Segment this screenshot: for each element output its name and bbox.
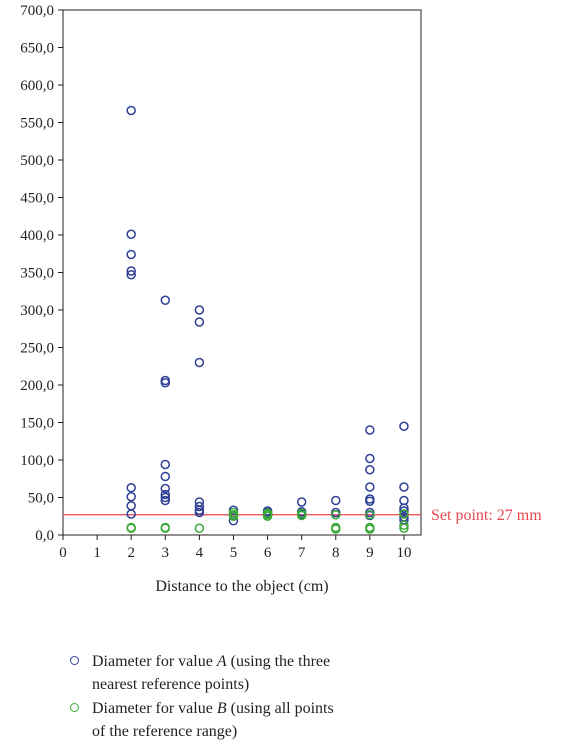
point-value-a: [126, 270, 136, 280]
x-tick-label: 9: [366, 545, 374, 561]
y-tick-label: 650,0: [20, 41, 54, 57]
point-value-a: [399, 482, 409, 492]
point-value-b: [331, 510, 341, 520]
point-value-a: [194, 305, 205, 315]
point-value-a: [331, 495, 341, 506]
point-value-a: [194, 501, 205, 512]
point-value-a: [296, 497, 307, 507]
point-value-a: [160, 483, 171, 494]
legend-label-b: Diameter for value B (using all points of…: [92, 700, 334, 740]
point-value-a: [399, 503, 409, 513]
point-value-a: [126, 483, 136, 493]
x-tick-label: 4: [196, 545, 204, 561]
x-tick-label: 3: [162, 545, 170, 561]
y-tick-label: 100,0: [20, 453, 54, 469]
y-tick-label: 300,0: [20, 303, 54, 319]
point-value-a: [399, 421, 409, 431]
x-tick-label: 6: [264, 545, 272, 561]
point-value-b: [262, 511, 273, 521]
point-value-a: [365, 482, 375, 492]
legend-item-b: Diameter for value B (using all points of…: [62, 697, 482, 743]
y-tick-label: 0,0: [35, 528, 54, 544]
point-value-a: [160, 378, 171, 388]
point-value-b: [399, 509, 409, 519]
point-value-a: [126, 229, 136, 239]
x-tick-label: 1: [93, 545, 101, 561]
x-tick-label: 7: [298, 545, 306, 561]
y-tick-label: 600,0: [20, 78, 54, 94]
point-value-b: [194, 523, 205, 533]
y-tick-label: 50,0: [28, 491, 54, 507]
legend-label-a: Diameter for value A (using the three nea…: [92, 653, 331, 693]
point-value-b: [228, 511, 239, 521]
point-value-a: [126, 266, 136, 276]
point-value-b: [331, 524, 341, 534]
point-value-a: [160, 295, 171, 305]
point-value-a: [160, 471, 171, 482]
set-point-label: Set point: 27 mm: [431, 507, 542, 524]
point-value-a: [160, 489, 171, 500]
point-value-b: [365, 524, 375, 534]
x-tick-label: 0: [59, 545, 67, 561]
y-tick-label: 700,0: [20, 3, 54, 19]
x-tick-label: 8: [332, 545, 340, 561]
point-value-a: [194, 357, 205, 368]
point-value-a: [160, 459, 171, 470]
point-value-b: [160, 523, 171, 533]
y-tick-label: 500,0: [20, 153, 54, 169]
legend-item-a: Diameter for value A (using the three nea…: [62, 650, 482, 696]
point-value-a: [126, 509, 136, 519]
point-value-a: [365, 465, 375, 475]
point-value-a: [126, 501, 136, 511]
point-value-a: [194, 507, 205, 518]
point-value-b: [399, 523, 409, 533]
point-value-b: [399, 520, 409, 530]
x-tick-label: 5: [230, 545, 238, 561]
y-tick-label: 150,0: [20, 416, 54, 432]
y-tick-label: 450,0: [20, 191, 54, 207]
x-axis-title: Distance to the object (cm): [155, 578, 328, 595]
point-value-a: [126, 105, 136, 116]
x-tick-label: 2: [127, 545, 135, 561]
point-value-a: [160, 495, 171, 506]
point-value-a: [365, 453, 375, 464]
point-value-b: [126, 523, 136, 533]
point-value-a: [365, 425, 375, 435]
point-value-a: [399, 506, 409, 516]
point-value-a: [126, 492, 136, 502]
y-tick-label: 250,0: [20, 341, 54, 357]
legend-marker-a: [70, 656, 79, 665]
legend: Diameter for value A (using the three nea…: [62, 650, 482, 744]
legend-marker-b: [70, 703, 79, 712]
point-value-b: [296, 510, 307, 521]
point-value-a: [160, 492, 171, 503]
x-tick-label: 10: [396, 545, 411, 561]
point-value-a: [126, 249, 136, 260]
point-value-b: [365, 510, 375, 520]
y-tick-label: 200,0: [20, 378, 54, 394]
scatter-chart: 0,0 50,0 100,0 150,0 200,0 250,0 300,0 350,0 400…: [20, 3, 542, 595]
y-tick-label: 400,0: [20, 228, 54, 244]
point-value-a: [365, 496, 375, 506]
y-tick-label: 550,0: [20, 116, 54, 132]
point-value-a: [194, 317, 205, 327]
y-tick-label: 350,0: [20, 266, 54, 282]
